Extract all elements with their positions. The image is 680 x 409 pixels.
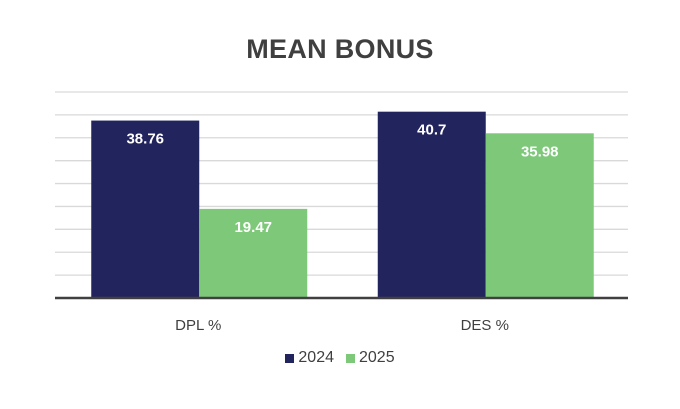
legend-swatch-2024 [285, 353, 295, 363]
x-tick-label: DES % [461, 317, 509, 334]
bar-2025-0 [199, 208, 308, 298]
bar-2024-0 [91, 120, 200, 298]
data-label: 19.47 [234, 219, 272, 236]
x-tick-label: DPL % [175, 317, 221, 334]
legend-label-2025: 2025 [359, 349, 395, 366]
data-label: 35.98 [521, 143, 559, 160]
data-label: 40.7 [417, 122, 446, 139]
legend-label-2024: 2024 [298, 349, 334, 366]
legend-item-2024: 2024 [285, 349, 334, 367]
legend-item-2025: 2025 [346, 349, 395, 367]
legend: 2024 2025 [0, 349, 680, 367]
bar-2024-1 [377, 111, 486, 298]
chart-title: MEAN BONUS [246, 34, 434, 64]
bar-2025-1 [485, 133, 594, 298]
legend-swatch-2025 [346, 353, 355, 363]
data-label: 38.76 [126, 131, 164, 148]
